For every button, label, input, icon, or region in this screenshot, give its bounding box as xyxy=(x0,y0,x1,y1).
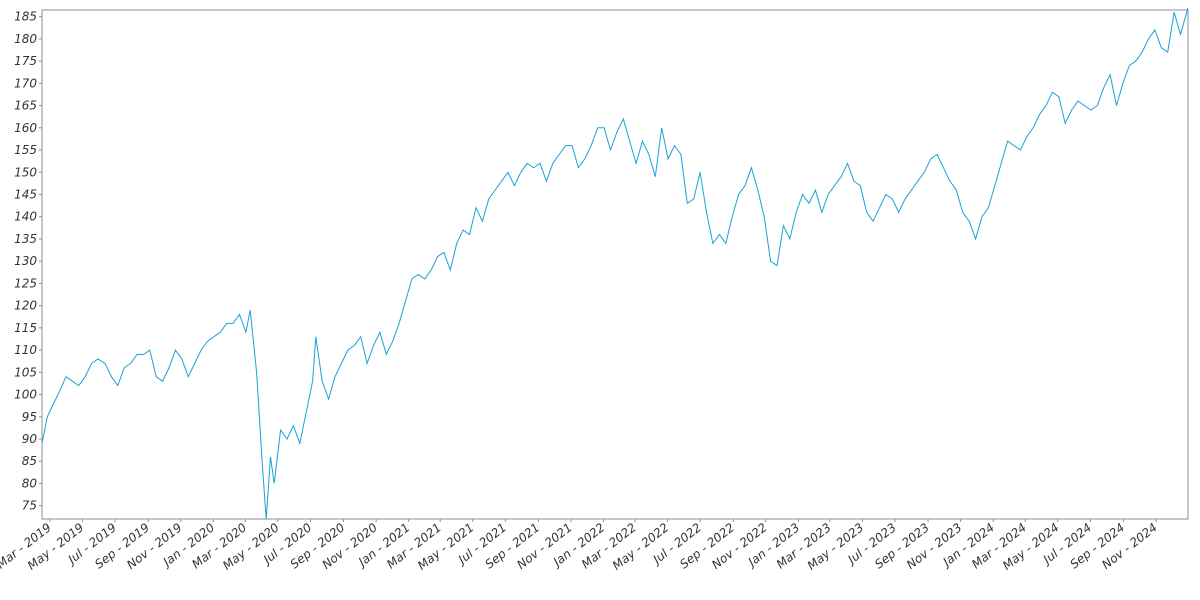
y-tick-label: 85 xyxy=(22,454,37,468)
y-tick-label: 155 xyxy=(14,143,37,157)
y-tick-label: 160 xyxy=(14,121,37,135)
y-tick-label: 80 xyxy=(22,476,38,490)
y-tick-label: 165 xyxy=(14,99,37,113)
y-tick-label: 90 xyxy=(22,432,38,446)
y-tick-label: 170 xyxy=(14,76,37,90)
y-tick-label: 150 xyxy=(14,165,37,179)
y-tick-label: 185 xyxy=(14,10,37,24)
y-tick-label: 100 xyxy=(14,388,37,402)
y-tick-label: 105 xyxy=(14,365,37,379)
y-tick-label: 180 xyxy=(14,32,37,46)
series-line xyxy=(41,7,1189,520)
y-tick-label: 120 xyxy=(14,299,37,313)
y-axis: 75 80 85 90 95 100 105 110 115 120 125 130 135 140 145… xyxy=(14,10,42,513)
y-tick-label: 95 xyxy=(22,410,37,424)
y-tick-label: 175 xyxy=(14,54,37,68)
plot-area xyxy=(41,9,1189,520)
y-tick-label: 130 xyxy=(14,254,37,268)
y-tick-label: 145 xyxy=(14,187,37,201)
y-tick-label: 135 xyxy=(14,232,37,246)
y-tick-label: 115 xyxy=(14,321,37,335)
y-tick-label: 140 xyxy=(14,210,37,224)
y-tick-label: 125 xyxy=(14,276,37,290)
y-tick-label: 110 xyxy=(14,343,37,357)
y-tick-label: 75 xyxy=(22,499,37,513)
